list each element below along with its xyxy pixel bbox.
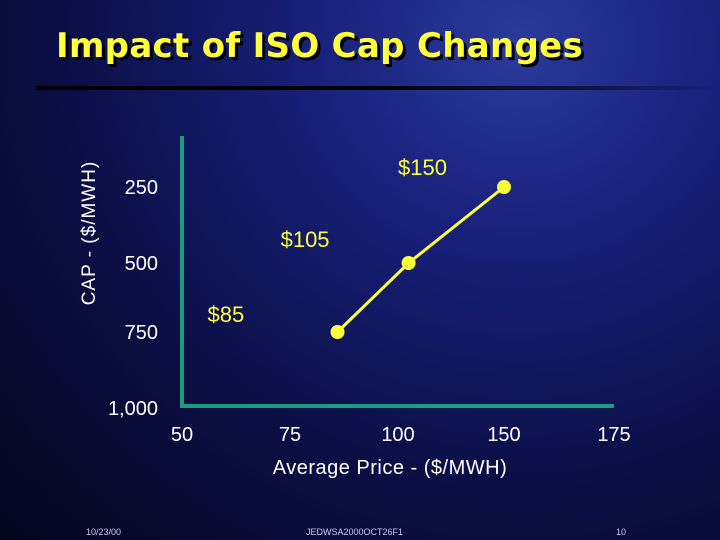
data-point [497,180,511,194]
y-axis-label: CAP - ($/MWH) [79,161,100,306]
title-underline [36,86,720,90]
data-label: $85 [208,302,245,327]
y-tick-label: 250 [125,177,158,199]
series-line [336,185,505,334]
data-series: $85 $105 $150 [208,155,511,339]
data-label: $105 [281,227,330,252]
footer-page-number: 10 [616,527,627,537]
x-axis-label: Average Price - ($/MWH) [273,457,508,479]
slide-title: Impact of ISO Cap Changes [56,26,583,66]
x-tick-label: 100 [381,424,414,446]
footer-code: JEDWSA2000OCT26F1 [306,527,404,537]
y-tick-label: 500 [125,253,158,275]
data-point [401,256,416,270]
x-tick-label: 50 [171,424,193,446]
data-point [330,325,345,339]
data-label: $150 [398,155,447,180]
x-tick-label: 175 [597,424,630,446]
axes [180,136,614,408]
x-tick-label: 150 [487,424,520,446]
x-tick-label: 75 [279,424,301,446]
y-tick-label: 750 [125,322,158,344]
tick-labels: 250 500 750 1,000 50 75 100 150 175 [108,177,631,446]
footer-date: 10/23/00 [86,527,122,537]
y-tick-label: 1,000 [108,398,158,420]
